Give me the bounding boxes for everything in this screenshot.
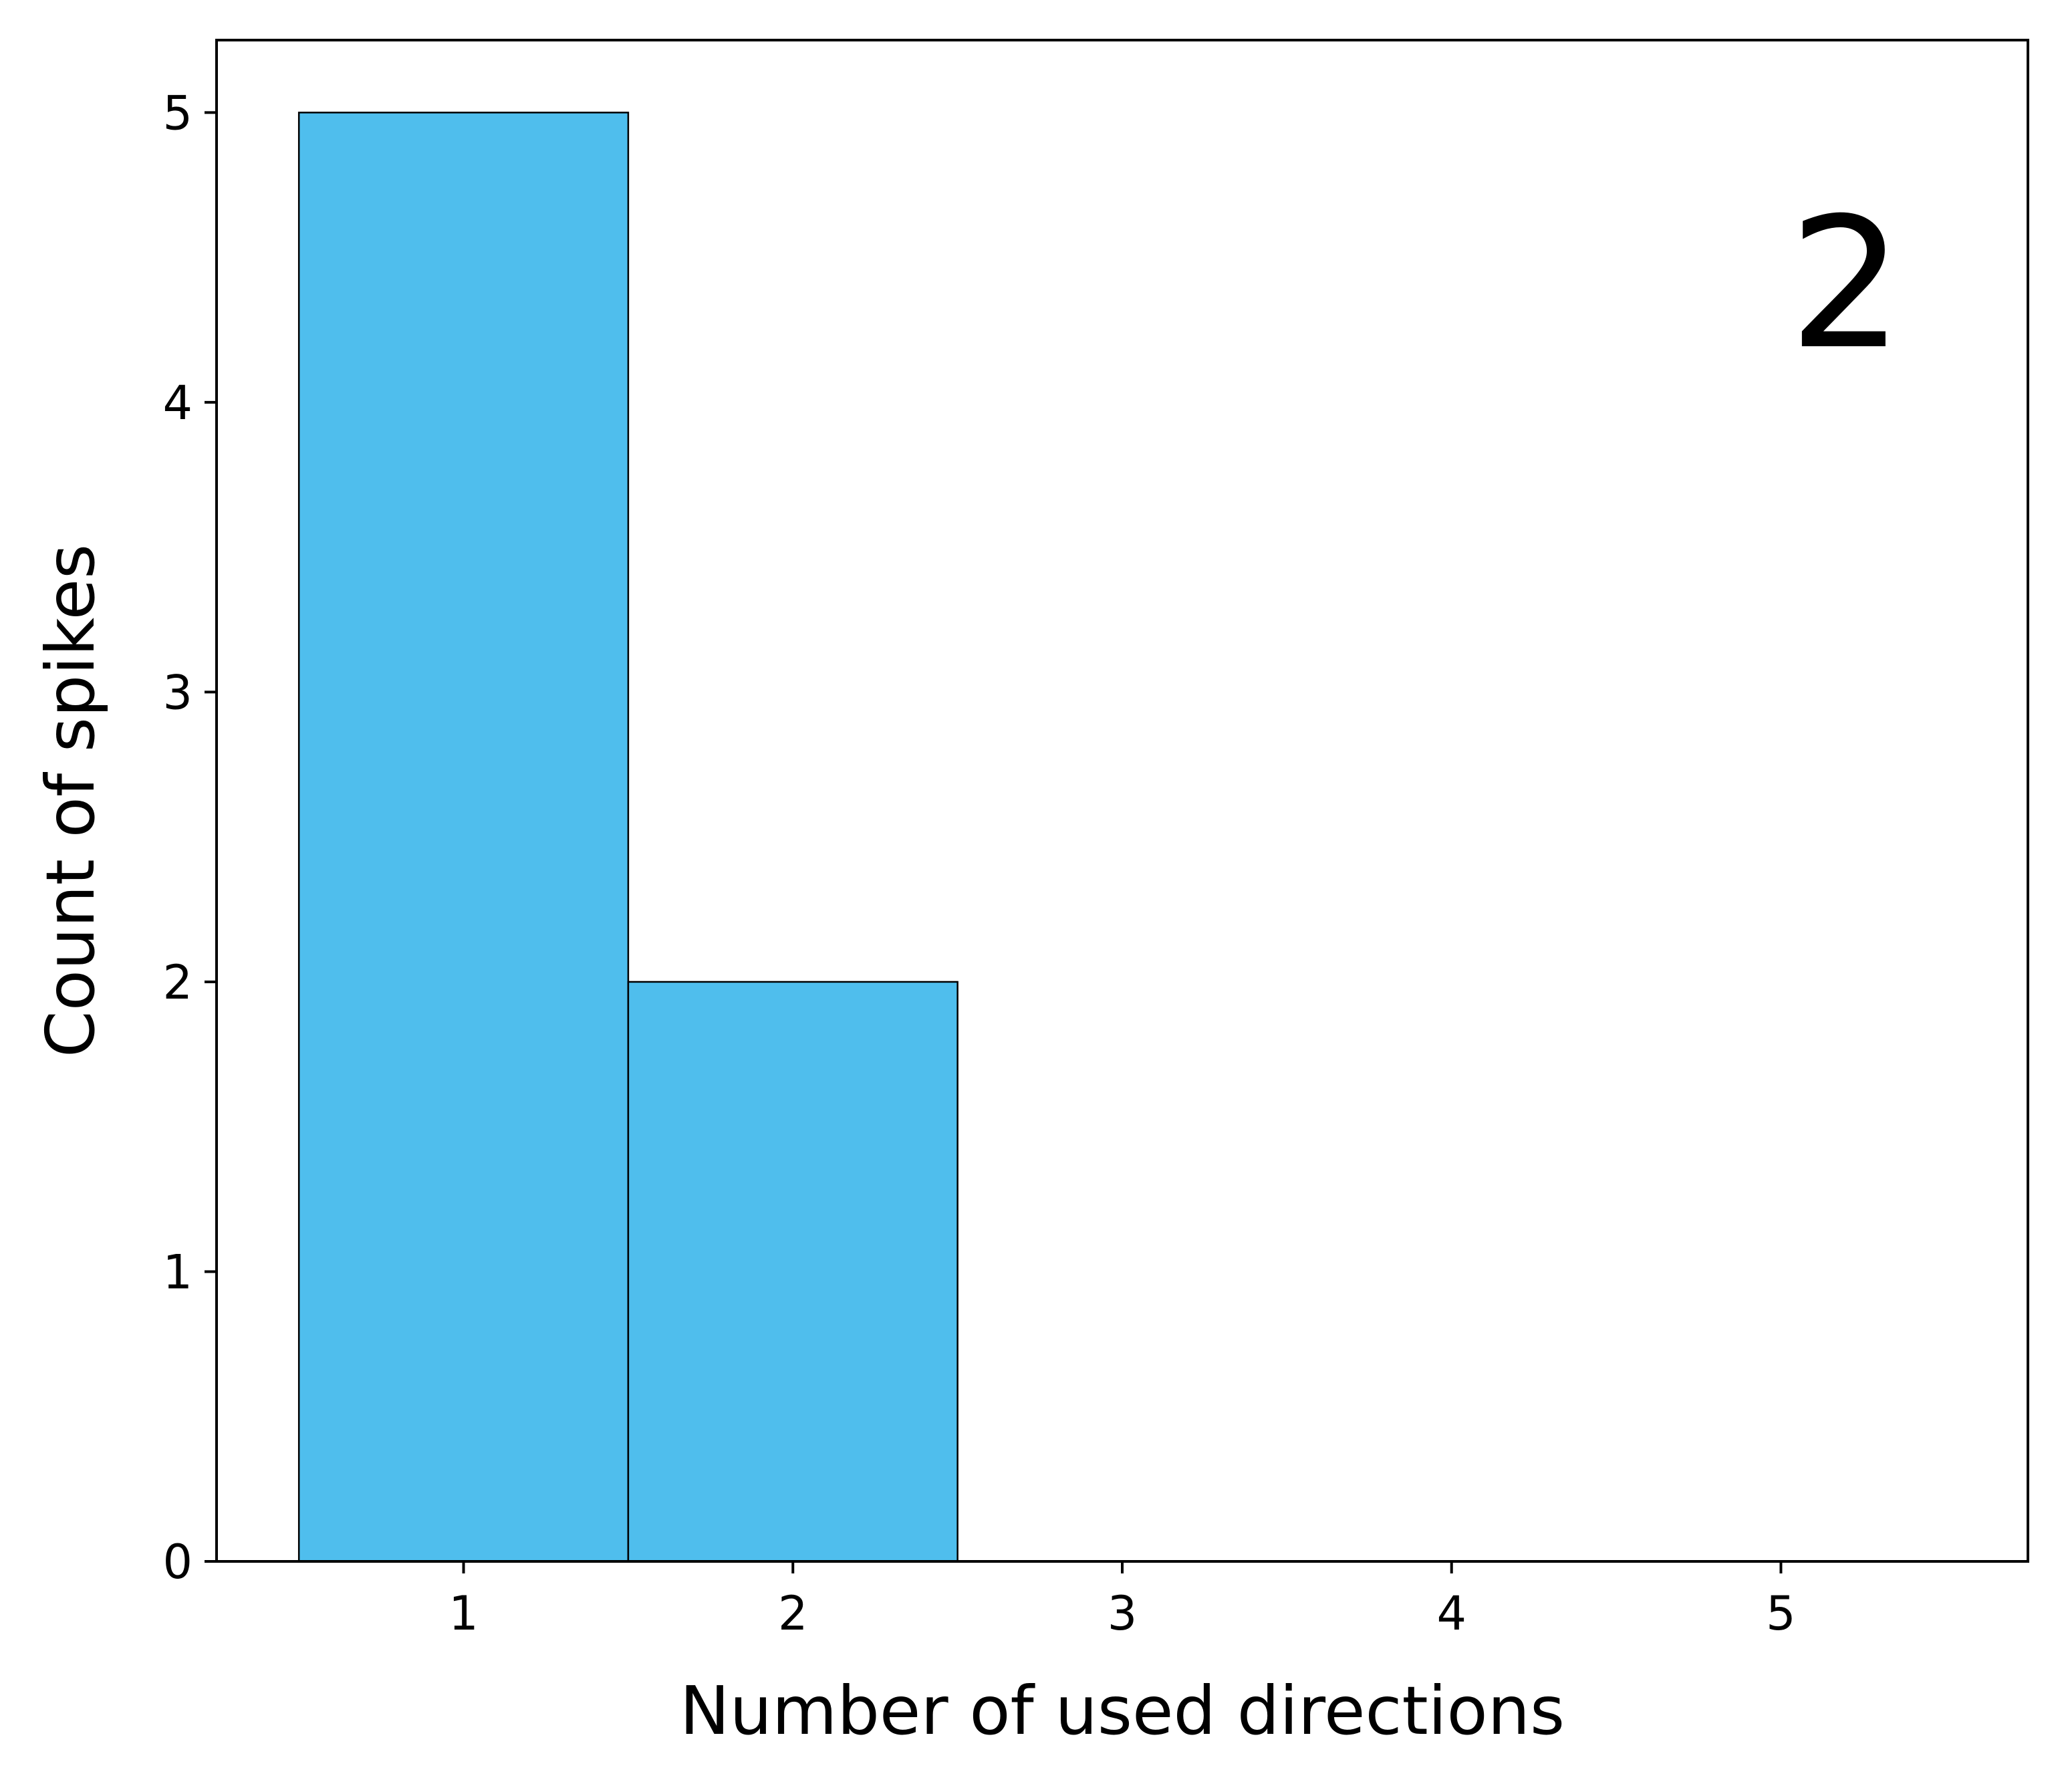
y-tick-label-5: 5: [162, 86, 192, 140]
x-tick-label-2: 2: [778, 1586, 808, 1641]
x-axis-label: Number of used directions: [680, 1672, 1565, 1750]
bar-x-1: [297, 112, 630, 1563]
y-tick-label-4: 4: [162, 376, 192, 430]
y-axis-label: Count of spikes: [31, 544, 110, 1057]
plot-area-frame: [215, 39, 2029, 1563]
panel-annotation: 2: [1789, 178, 1904, 389]
y-tick-label-1: 1: [162, 1245, 192, 1299]
bar-x-2: [627, 981, 958, 1563]
y-tick-label-3: 3: [162, 665, 192, 720]
x-tick-label-5: 5: [1766, 1586, 1796, 1641]
y-tick-label-0: 0: [162, 1535, 192, 1589]
x-tick-label-3: 3: [1108, 1586, 1138, 1641]
ticks-layer: 1 2 3 4 5 0 1 2 3 4 5: [162, 86, 1795, 1641]
x-tick-label-1: 1: [448, 1586, 479, 1641]
x-tick-label-4: 4: [1436, 1586, 1466, 1641]
bars-layer: [297, 112, 958, 1563]
y-tick-label-2: 2: [162, 955, 192, 1010]
